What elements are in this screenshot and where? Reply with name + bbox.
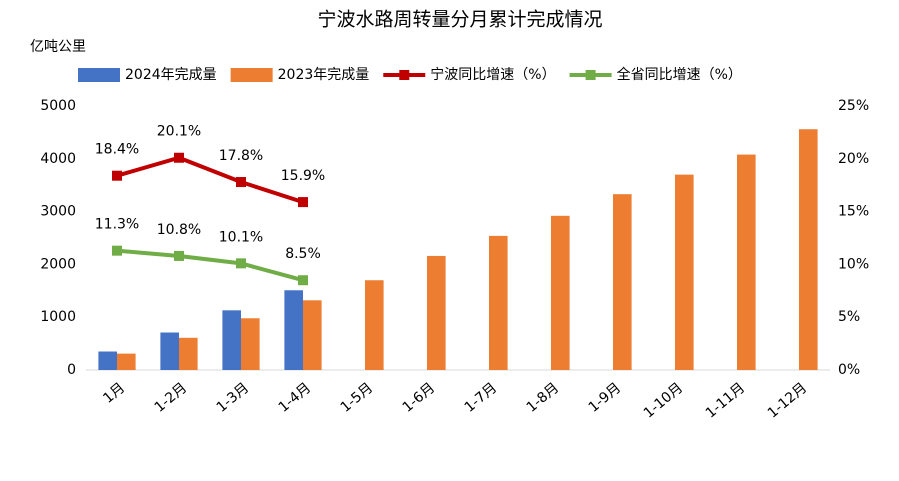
chart-title: 宁波水路周转量分月累计完成情况 — [317, 9, 602, 31]
series-line — [116, 248, 304, 283]
line-marker — [298, 197, 308, 208]
x-tick-label: 1-11月 — [703, 380, 748, 422]
bar — [160, 332, 179, 370]
legend-swatch — [230, 68, 273, 82]
x-tick-label: 1-12月 — [765, 380, 810, 422]
line-marker — [174, 250, 184, 261]
data-label: 10.1% — [219, 229, 263, 245]
bar — [613, 194, 632, 370]
bar — [241, 318, 260, 370]
bar — [117, 353, 136, 370]
data-label: 8.5% — [285, 246, 321, 262]
y-tick-label: 1000 — [40, 309, 76, 325]
legend-swatch — [78, 68, 120, 82]
label-bg — [153, 219, 205, 240]
y2-tick-label: 25% — [838, 98, 869, 114]
line-marker — [174, 152, 184, 163]
label-bg — [153, 121, 205, 142]
line-marker — [236, 177, 246, 188]
label-bg — [215, 146, 267, 167]
x-tick-label: 1-4月 — [276, 380, 315, 416]
data-label: 11.3% — [95, 217, 139, 233]
legend-label: 2024年完成量 — [125, 67, 217, 83]
x-tick-label: 1-10月 — [641, 380, 686, 422]
y2-tick-label: 10% — [838, 256, 869, 272]
line-marker — [112, 170, 122, 181]
bar — [222, 310, 241, 370]
data-label: 15.9% — [281, 168, 325, 184]
x-tick-label: 1-7月 — [462, 380, 501, 416]
label-bg — [215, 227, 267, 248]
data-label: 20.1% — [157, 124, 201, 140]
x-tick-label: 1-6月 — [400, 380, 439, 416]
y-tick-label: 4000 — [40, 151, 76, 167]
bar — [98, 351, 117, 370]
bar — [799, 129, 818, 370]
y-tick-label: 2000 — [40, 256, 76, 272]
y-axis-label: 亿吨公里 — [30, 39, 86, 55]
x-tick-label: 1-8月 — [524, 380, 563, 416]
series-line — [116, 155, 304, 204]
y-tick-label: 5000 — [40, 98, 76, 114]
bar — [284, 290, 303, 370]
line-marker — [298, 275, 308, 286]
line-marker — [236, 258, 246, 269]
x-tick-label: 1-5月 — [338, 380, 377, 416]
y-tick-label: 0 — [67, 362, 76, 378]
label-bg — [277, 166, 329, 187]
legend-marker — [399, 70, 410, 80]
y-tick-label: 3000 — [40, 204, 76, 220]
label-bg — [91, 214, 143, 235]
bar — [427, 255, 446, 370]
bar — [303, 300, 322, 370]
data-label: 17.8% — [219, 148, 263, 164]
label-bg — [277, 244, 329, 265]
bar — [737, 154, 756, 370]
legend-marker — [585, 70, 596, 80]
legend-label: 2023年完成量 — [278, 67, 370, 83]
x-tick-label: 1-2月 — [152, 380, 191, 416]
y2-tick-label: 0% — [838, 362, 860, 378]
legend-label: 全省同比增速（%） — [617, 66, 742, 83]
x-tick-label: 1-9月 — [586, 380, 625, 416]
bar — [179, 337, 198, 370]
y2-tick-label: 15% — [838, 204, 869, 220]
line-marker — [112, 245, 122, 256]
legend-label: 宁波同比增速（%） — [430, 66, 555, 83]
y2-tick-label: 20% — [838, 151, 869, 167]
x-tick-label: 1-3月 — [214, 380, 253, 416]
y2-tick-label: 5% — [838, 309, 860, 325]
label-bg — [91, 139, 143, 160]
bar — [675, 174, 694, 370]
data-label: 10.8% — [157, 222, 201, 238]
data-label: 18.4% — [95, 142, 139, 158]
bar — [489, 235, 508, 370]
x-tick-label: 1月 — [100, 380, 128, 407]
bar — [365, 280, 384, 370]
bar — [551, 215, 570, 370]
